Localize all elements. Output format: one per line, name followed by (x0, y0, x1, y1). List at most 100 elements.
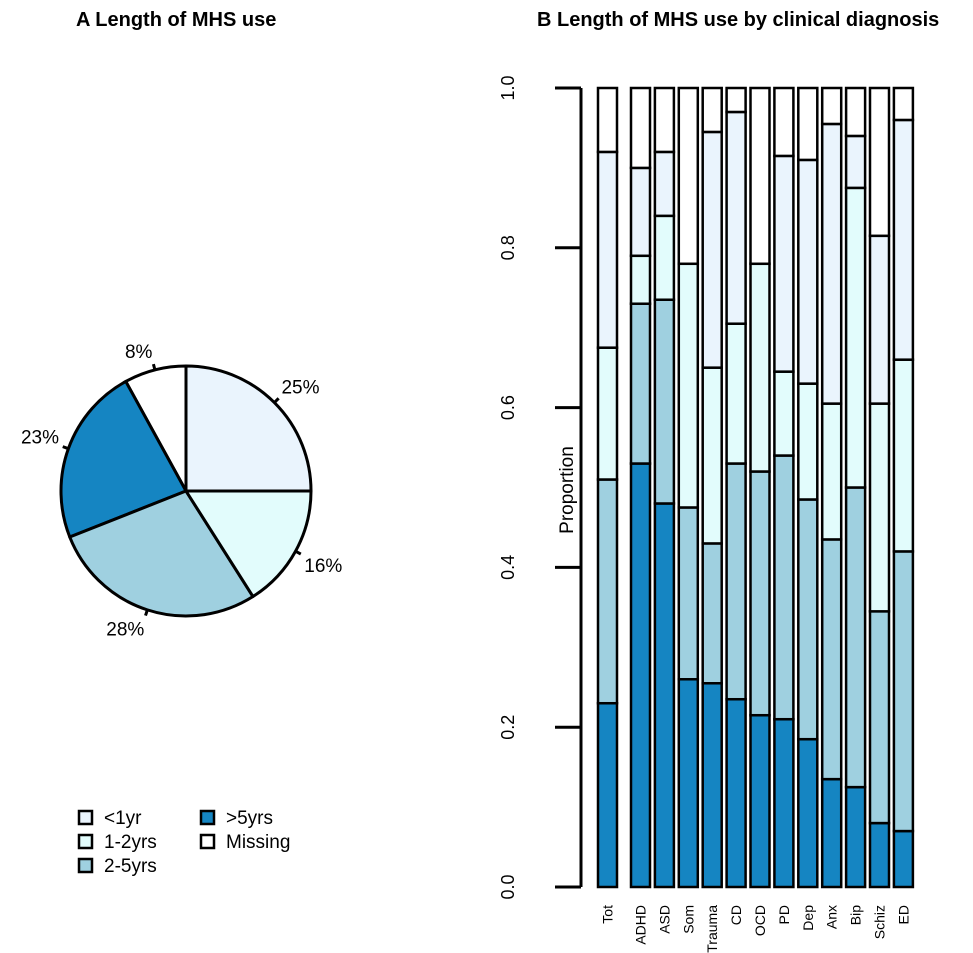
bar-segment-ed-gt-5yrs (892, 829, 915, 889)
bar-segment-adhd-1-2yrs (629, 254, 652, 305)
bar-segment-tot-2-5yrs (596, 478, 619, 705)
bar-segment-adhd-gt-5yrs (629, 462, 652, 889)
pie-chart: 25% 8% 23% 28% 16% (21, 342, 342, 640)
y-tick-label: 1.0 (498, 75, 518, 100)
legend-label-1-2yrs: 1-2yrs (104, 832, 157, 853)
legend-label-gt-5yrs: >5yrs (226, 808, 273, 829)
y-tick-label: 0.8 (498, 235, 518, 260)
x-tick-label-dep: Dep (800, 905, 816, 931)
bar-segment-schiz-1-2yrs (868, 402, 891, 613)
bar-segment-bip-1-2yrs (844, 186, 867, 489)
bar-segment-asd-gt-5yrs (653, 502, 676, 889)
bar-segment-cd-1-2yrs (725, 322, 747, 465)
legend-swatch-gt-5yrs (199, 809, 216, 826)
bar-segment-ed-missing (892, 86, 915, 122)
bar-segment-som-2-5yrs (677, 506, 700, 681)
bar-segment-som-gt-5yrs (677, 678, 700, 889)
bar-segment-asd-1-2yrs (653, 214, 676, 301)
pie-slice-gt-5yrs (59, 379, 188, 539)
bar-segment-dep-gt-5yrs (797, 737, 819, 889)
bar-segment-asd-lt-1yr (653, 150, 676, 218)
bar-segment-cd-missing (725, 86, 747, 114)
bar-segment-anx-2-5yrs (820, 538, 843, 781)
bar-segment-dep-2-5yrs (797, 498, 819, 741)
y-axis: 0.0 0.2 0.4 0.6 0.8 1.0 (498, 75, 583, 900)
legend-swatch-2-5yrs (77, 857, 94, 874)
pie-pct-label: 8% (125, 342, 153, 363)
bar-segment-trauma-gt-5yrs (701, 682, 723, 889)
bar-segment-dep-lt-1yr (797, 158, 819, 385)
bar-segment-ocd-missing (749, 86, 771, 266)
bar-segment-asd-missing (653, 86, 676, 154)
legend-swatch-lt-1yr (77, 809, 94, 826)
bar-segment-anx-gt-5yrs (820, 777, 843, 889)
pie-label-tick (62, 445, 69, 451)
bar-segment-anx-lt-1yr (820, 122, 843, 405)
bar-segment-ed-lt-1yr (892, 118, 915, 361)
bar-segment-ocd-gt-5yrs (749, 713, 771, 889)
bar-segment-schiz-lt-1yr (868, 234, 891, 405)
panel-a: A Length of MHS use 25% 8% 23% 28% 16% <1yr 1… (21, 9, 342, 877)
bar-title: B Length of MHS use by clinical diagnosi… (537, 9, 939, 31)
bar-segment-trauma-lt-1yr (701, 130, 723, 369)
bar-segment-adhd-missing (629, 86, 652, 170)
x-axis-labels: Tot ADHD ASD Som Trauma CD OCD PD Dep Anx Bip Schiz… (600, 905, 912, 953)
y-tick-label: 0.2 (498, 715, 518, 740)
bar-segment-ocd-2-5yrs (749, 470, 771, 717)
bar-segment-bip-missing (844, 86, 867, 138)
bar-segment-pd-lt-1yr (773, 154, 795, 373)
x-tick-label-ocd: OCD (752, 905, 768, 936)
bar-segment-tot-1-2yrs (596, 346, 619, 481)
bar-segment-anx-1-2yrs (820, 402, 843, 541)
x-tick-label-tot: Tot (600, 905, 616, 924)
legend-label-missing: Missing (226, 832, 290, 853)
y-tick-label: 0.0 (498, 874, 518, 899)
bar-segment-tot-gt-5yrs (596, 701, 619, 889)
x-tick-label-bip: Bip (848, 905, 864, 925)
bar-segment-cd-2-5yrs (725, 462, 747, 701)
y-tick-label: 0.6 (498, 395, 518, 420)
bar-segment-ed-2-5yrs (892, 550, 915, 833)
pie-label-tick (144, 609, 149, 617)
pie-title: A Length of MHS use (76, 9, 276, 31)
pie-label-tick (151, 363, 157, 371)
bar-segment-adhd-lt-1yr (629, 166, 652, 258)
bar-segment-pd-2-5yrs (773, 454, 795, 721)
pie-pct-label: 16% (304, 556, 342, 577)
bar-segment-trauma-2-5yrs (701, 542, 723, 685)
y-tick-label: 0.4 (498, 555, 518, 580)
bar-segment-tot-missing (596, 86, 619, 154)
legend-swatch-missing (199, 833, 216, 850)
x-tick-label-cd: CD (728, 905, 744, 925)
bar-segment-pd-gt-5yrs (773, 717, 795, 889)
x-tick-label-som: Som (680, 905, 696, 934)
bar-segment-schiz-gt-5yrs (868, 821, 891, 889)
pie-pct-label: 28% (106, 619, 144, 640)
x-tick-label-schiz: Schiz (872, 905, 888, 939)
legend-label-lt-1yr: <1yr (104, 808, 142, 829)
bar-segment-anx-missing (820, 86, 843, 126)
bar-segment-dep-1-2yrs (797, 382, 819, 501)
bar-segment-adhd-2-5yrs (629, 302, 652, 465)
bar-segment-pd-1-2yrs (773, 370, 795, 457)
x-tick-label-adhd: ADHD (633, 905, 649, 945)
x-tick-label-asd: ASD (656, 905, 672, 934)
panel-b: B Length of MHS use by clinical diagnosi… (498, 9, 939, 953)
bar-segment-asd-2-5yrs (653, 298, 676, 505)
pie-slice-1-2yrs (184, 489, 313, 599)
stacked-bar-chart (596, 86, 915, 889)
pie-pct-label: 23% (21, 427, 59, 448)
y-axis-title: Proportion (557, 446, 578, 534)
pie-legend: <1yr 1-2yrs 2-5yrs >5yrs Missing (77, 808, 290, 877)
pie-label-tick (273, 397, 280, 404)
bar-segment-cd-gt-5yrs (725, 697, 747, 889)
bar-segment-ed-1-2yrs (892, 358, 915, 553)
legend-swatch-1-2yrs (77, 833, 94, 850)
x-tick-label-anx: Anx (824, 905, 840, 929)
bar-segment-som-1-2yrs (677, 262, 700, 509)
x-tick-label-ed: ED (895, 905, 911, 924)
x-tick-label-pd: PD (776, 905, 792, 924)
bar-segment-bip-gt-5yrs (844, 785, 867, 889)
bar-segment-schiz-missing (868, 86, 891, 238)
